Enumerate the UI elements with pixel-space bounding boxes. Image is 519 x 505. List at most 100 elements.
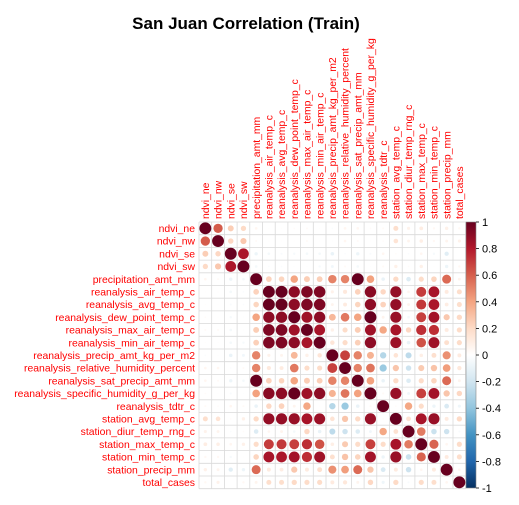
correlation-cell [393, 479, 399, 486]
correlation-cell [329, 428, 336, 435]
correlation-cell [229, 392, 232, 395]
correlation-cell [229, 455, 232, 459]
correlation-cell [381, 480, 385, 484]
correlation-cell [241, 442, 246, 446]
correlation-cell [405, 365, 412, 371]
correlation-cell [342, 480, 348, 485]
correlation-cell [354, 454, 361, 460]
correlation-cell [340, 274, 350, 284]
correlation-cell [443, 314, 450, 321]
correlation-cell [343, 239, 347, 243]
correlation-cell [202, 416, 208, 422]
correlation-cell [304, 365, 310, 371]
correlation-cell [254, 227, 258, 230]
correlation-cell [242, 316, 245, 318]
correlation-cell [275, 298, 288, 311]
correlation-cell [395, 405, 397, 407]
correlation-cell [354, 301, 361, 308]
correlation-cell [254, 265, 258, 268]
correlation-cell [319, 240, 321, 242]
correlation-cell [229, 367, 232, 369]
correlation-cell [418, 479, 424, 485]
correlation-cell [406, 340, 411, 345]
correlation-cell [344, 265, 347, 268]
correlation-cell [428, 299, 440, 310]
correlation-cell [252, 313, 260, 322]
correlation-cell [393, 378, 399, 384]
correlation-cell [428, 388, 440, 399]
correlation-cell [381, 252, 385, 256]
correlation-cell [253, 429, 259, 434]
correlation-cell [266, 479, 272, 485]
correlation-cell [253, 301, 259, 308]
column-label: reanalysis_avg_temp_c [277, 110, 288, 219]
correlation-cell [351, 374, 364, 387]
correlation-cell [268, 227, 270, 229]
correlation-cell [288, 286, 300, 298]
correlation-cell [329, 402, 336, 410]
correlation-cell [428, 324, 440, 336]
correlation-cell [263, 336, 275, 349]
correlation-cell [416, 337, 427, 348]
correlation-cell [444, 340, 450, 346]
correlation-cell [204, 366, 207, 370]
correlation-cell [431, 352, 437, 358]
row-label: station_precip_mm [107, 465, 195, 476]
correlation-cell [275, 285, 288, 298]
correlation-cell [406, 276, 411, 282]
correlation-cell [393, 238, 399, 244]
correlation-cell [224, 247, 237, 260]
correlation-cell [339, 362, 351, 374]
colorbar-tick-label: 0.4 [482, 297, 497, 309]
correlation-cell [405, 466, 412, 473]
correlation-cell [263, 439, 274, 450]
row-label: total_cases [142, 478, 195, 489]
correlation-cell [380, 301, 386, 308]
correlation-cell [301, 439, 313, 450]
correlation-cell [379, 352, 387, 359]
correlation-cell [317, 479, 323, 485]
correlation-cell [301, 387, 313, 399]
correlation-cell [288, 451, 300, 463]
correlation-cell [280, 240, 283, 242]
correlation-cell [293, 265, 295, 268]
correlation-cell [254, 404, 258, 408]
correlation-cell [381, 277, 385, 281]
correlation-cell [217, 303, 219, 306]
correlation-cell [229, 341, 233, 344]
correlation-cell [355, 404, 360, 408]
correlation-cell [204, 455, 207, 459]
correlation-cell [354, 326, 361, 333]
correlation-cell [366, 351, 374, 359]
correlation-cell [390, 298, 402, 311]
correlation-cell [204, 379, 207, 383]
correlation-cell [266, 365, 271, 371]
correlation-cell [242, 456, 245, 458]
colorbar-tick-label: -0.8 [482, 456, 501, 468]
correlation-cell [382, 342, 384, 344]
correlation-cell [229, 290, 233, 294]
correlation-cell [319, 227, 321, 229]
correlation-cell [458, 227, 461, 230]
correlation-cell [217, 342, 219, 344]
correlation-cell [314, 413, 326, 425]
row-label: ndvi_se [159, 249, 195, 260]
correlation-cell [342, 441, 349, 448]
correlation-cell [380, 441, 386, 447]
correlation-cell [381, 315, 385, 319]
correlation-cell [313, 336, 326, 349]
correlation-cell [289, 439, 300, 450]
correlation-cell [440, 463, 453, 476]
correlation-cell [291, 466, 298, 473]
correlation-cell [229, 277, 233, 281]
correlation-cell [204, 303, 206, 306]
correlation-cell [407, 265, 410, 268]
correlation-cell [444, 251, 449, 256]
correlation-cell [212, 235, 224, 247]
correlation-cell [407, 481, 410, 484]
correlation-cell [240, 237, 247, 245]
correlation-cell [456, 340, 462, 346]
correlation-cell [356, 480, 360, 484]
correlation-cell [353, 313, 362, 322]
correlation-cell [416, 312, 427, 323]
